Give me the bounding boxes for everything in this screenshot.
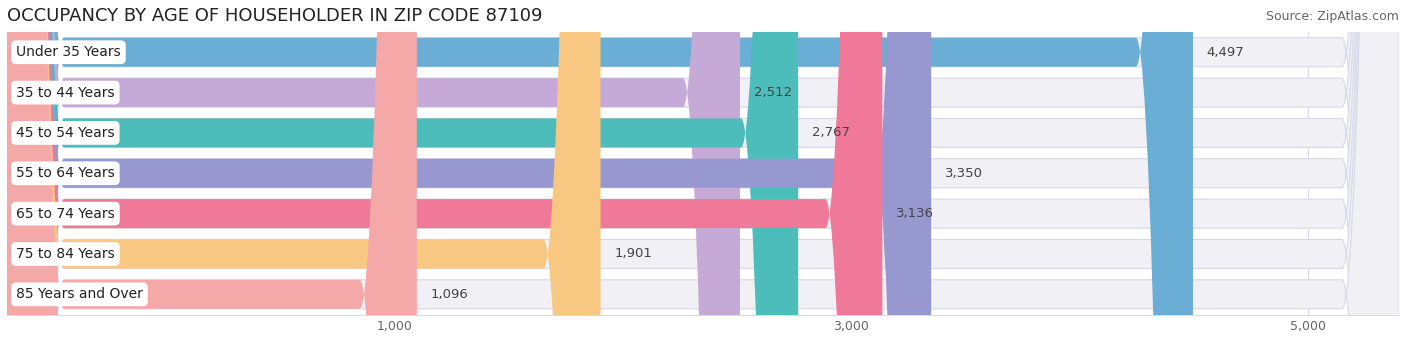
FancyBboxPatch shape <box>7 0 1399 340</box>
Text: 65 to 74 Years: 65 to 74 Years <box>15 207 115 221</box>
Text: Under 35 Years: Under 35 Years <box>15 45 121 59</box>
Text: 2,767: 2,767 <box>811 126 849 139</box>
FancyBboxPatch shape <box>7 0 799 340</box>
Text: 1,096: 1,096 <box>430 288 468 301</box>
Text: 45 to 54 Years: 45 to 54 Years <box>15 126 115 140</box>
FancyBboxPatch shape <box>7 0 740 340</box>
Text: 2,512: 2,512 <box>754 86 792 99</box>
Text: 3,350: 3,350 <box>945 167 983 180</box>
FancyBboxPatch shape <box>7 0 1399 340</box>
FancyBboxPatch shape <box>7 0 600 340</box>
Text: 85 Years and Over: 85 Years and Over <box>15 287 143 301</box>
Text: 3,136: 3,136 <box>896 207 934 220</box>
FancyBboxPatch shape <box>7 0 1399 340</box>
FancyBboxPatch shape <box>7 0 1399 340</box>
FancyBboxPatch shape <box>7 0 931 340</box>
Text: OCCUPANCY BY AGE OF HOUSEHOLDER IN ZIP CODE 87109: OCCUPANCY BY AGE OF HOUSEHOLDER IN ZIP C… <box>7 7 543 25</box>
Text: 35 to 44 Years: 35 to 44 Years <box>15 86 115 100</box>
Text: 4,497: 4,497 <box>1206 46 1244 59</box>
Text: 75 to 84 Years: 75 to 84 Years <box>15 247 115 261</box>
FancyBboxPatch shape <box>7 0 883 340</box>
Text: 1,901: 1,901 <box>614 248 652 260</box>
FancyBboxPatch shape <box>7 0 1399 340</box>
Text: Source: ZipAtlas.com: Source: ZipAtlas.com <box>1265 10 1399 23</box>
FancyBboxPatch shape <box>7 0 1399 340</box>
Text: 55 to 64 Years: 55 to 64 Years <box>15 166 115 180</box>
FancyBboxPatch shape <box>7 0 1192 340</box>
FancyBboxPatch shape <box>7 0 416 340</box>
FancyBboxPatch shape <box>7 0 1399 340</box>
